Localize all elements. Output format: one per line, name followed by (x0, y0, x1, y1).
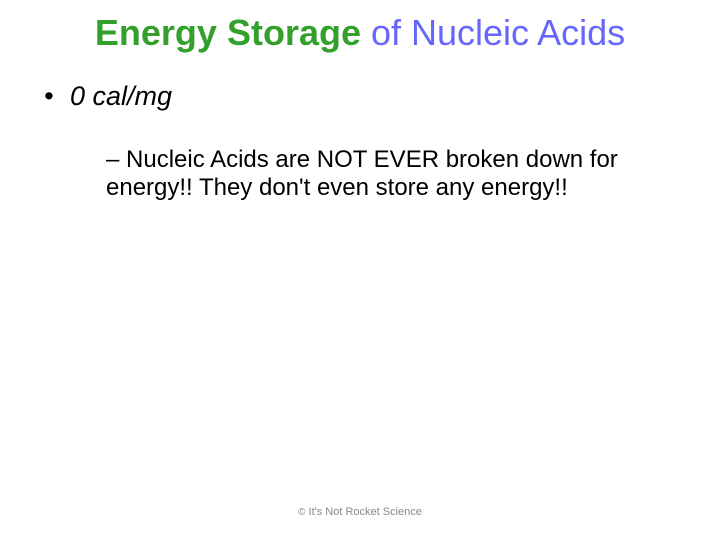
bullet-l1-text: 0 cal/mg (70, 81, 172, 111)
bullet-marker: • (44, 81, 70, 112)
slide: Energy Storage of Nucleic Acids •0 cal/m… (0, 0, 720, 540)
footer-credit: © It's Not Rocket Science (0, 506, 720, 518)
title-part-green: Energy Storage (95, 12, 371, 53)
bullet-level-1: •0 cal/mg (44, 81, 680, 112)
dash-marker: – (106, 146, 119, 174)
title-part-purple: of Nucleic Acids (371, 12, 625, 53)
bullet-l2-text: Nucleic Acids are NOT EVER broken down f… (106, 146, 618, 201)
bullet-level-2: – Nucleic Acids are NOT EVER broken down… (106, 146, 680, 201)
footer-brand: It's Not Rocket Science (309, 506, 422, 518)
copyright-symbol: © (298, 507, 305, 518)
slide-title: Energy Storage of Nucleic Acids (60, 12, 660, 53)
